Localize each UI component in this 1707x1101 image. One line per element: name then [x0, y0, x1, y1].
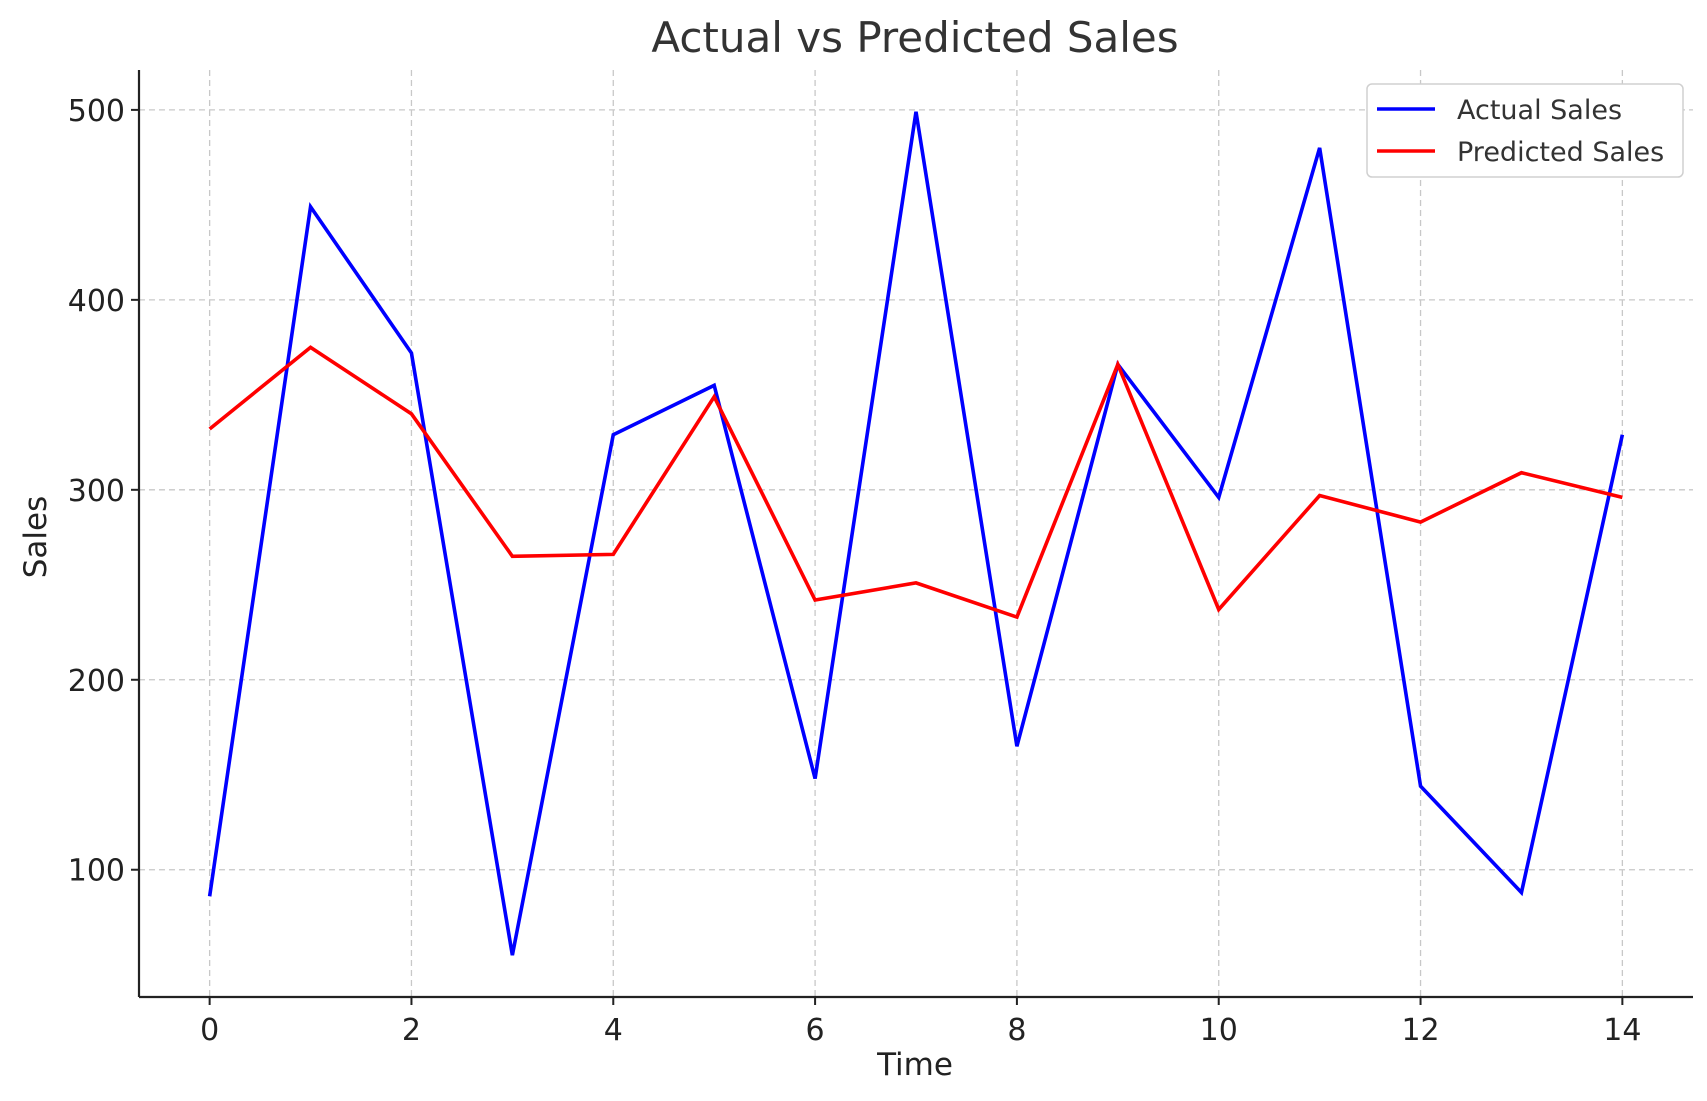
grid-layer [139, 70, 1693, 997]
x-tick-label: 14 [1603, 1013, 1641, 1048]
series-line-actual-sales [207, 111, 1625, 956]
y-tick-label: 100 [68, 854, 125, 889]
y-tick-label: 300 [68, 474, 125, 509]
y-ticks: 100 200 300 400 500 [68, 94, 139, 889]
y-tick-label: 400 [68, 284, 125, 319]
x-tick-label: 6 [806, 1013, 825, 1048]
chart-title: Actual vs Predicted Sales [651, 13, 1178, 62]
x-tick-label: 4 [604, 1013, 623, 1048]
x-tick-label: 12 [1401, 1013, 1439, 1048]
x-tick-label: 2 [402, 1013, 421, 1048]
series-line-predicted-sales [208, 345, 1623, 620]
legend-box [1366, 83, 1684, 178]
x-ticks: 0 2 4 6 8 10 12 14 [200, 997, 1641, 1048]
x-tick-label: 0 [200, 1013, 219, 1048]
y-tick-label: 500 [68, 94, 125, 129]
legend-label: Actual Sales [1457, 95, 1622, 126]
legend: Actual Sales Predicted Sales [1366, 83, 1684, 178]
x-tick-label: 8 [1007, 1013, 1026, 1048]
x-tick-label: 10 [1200, 1013, 1238, 1048]
series-layer [207, 111, 1625, 956]
legend-label: Predicted Sales [1457, 137, 1664, 168]
y-axis-label: Sales [18, 496, 54, 579]
axes-layer [137, 70, 1693, 999]
x-axis-label: Time [876, 1047, 953, 1083]
y-tick-label: 200 [68, 664, 125, 699]
